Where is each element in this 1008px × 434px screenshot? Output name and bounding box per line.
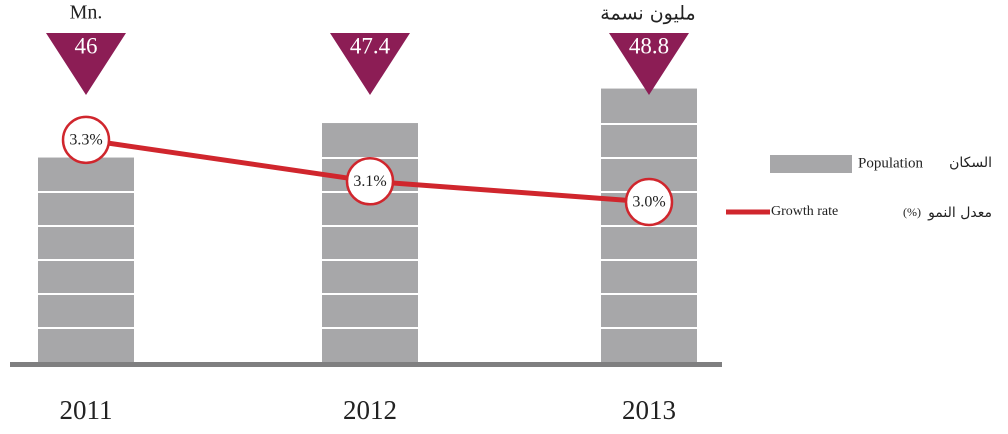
legend-label: Growth rate: [771, 204, 838, 219]
data-label: 3.0%: [632, 194, 665, 211]
data-label: 3.1%: [353, 173, 386, 190]
point: [61, 115, 111, 165]
data-label: 47.4: [350, 33, 391, 58]
point: [624, 177, 674, 227]
legend-label-ar: معدل النمو: [927, 205, 992, 221]
value-badge: [330, 33, 410, 95]
x-tick-label: 2013: [622, 395, 676, 425]
legend-label: Population: [858, 155, 924, 171]
point: [345, 157, 395, 206]
legend-label-ar: السكان: [949, 155, 992, 171]
baseline: [10, 362, 722, 367]
x-tick-label: 2012: [343, 395, 397, 425]
value-badge: [609, 33, 689, 95]
value-badge: [46, 33, 126, 95]
legend-swatch: [770, 155, 852, 173]
x-tick-label: 2011: [60, 395, 113, 425]
data-label: 48.8: [629, 33, 669, 58]
data-label: 46: [75, 33, 98, 58]
unit-label: Mn.: [70, 2, 103, 24]
legend-unit: (%): [903, 205, 921, 219]
unit-label-ar: مليون نسمة: [600, 3, 695, 25]
data-label: 3.3%: [69, 132, 102, 149]
